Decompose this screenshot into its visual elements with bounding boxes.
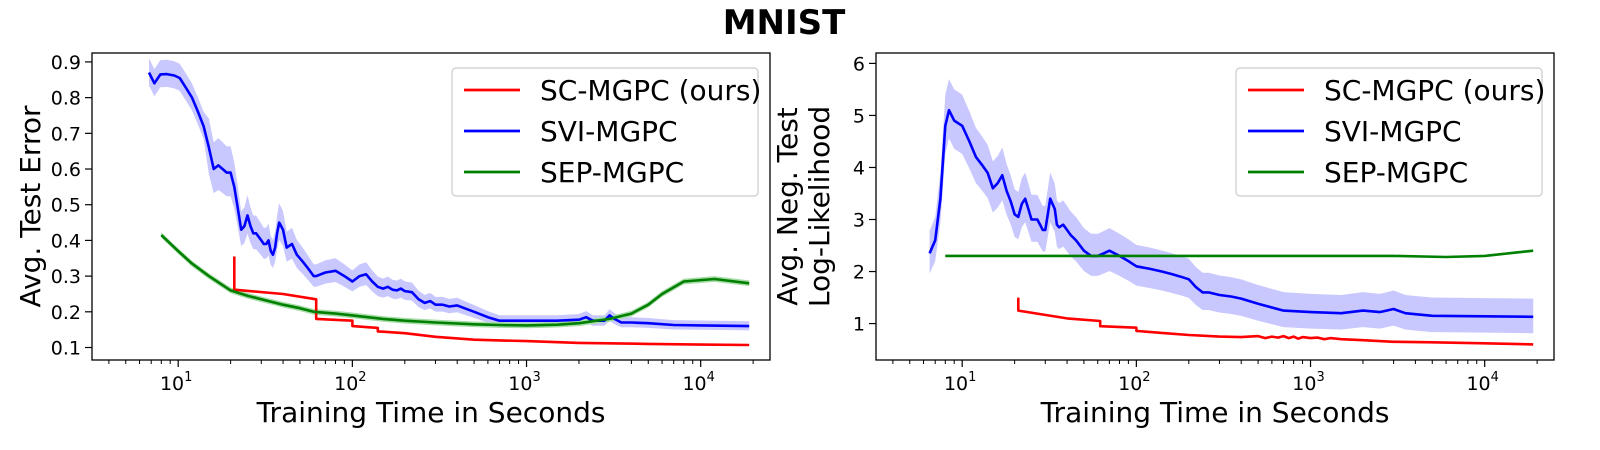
x-tick-exponent: 3 [532, 370, 540, 385]
figure-title: MNIST [723, 3, 846, 43]
y-tick-label: 0.8 [51, 88, 81, 110]
x-tick-label: 102 [334, 370, 366, 395]
y-tick-label: 0.7 [51, 123, 81, 145]
y-tick-label: 6 [853, 53, 865, 75]
svi-mgpc-line [928, 108, 1534, 319]
y-axis-label: Avg. Test Error [14, 105, 47, 307]
legend-label: SVI-MGPC [1324, 115, 1462, 148]
x-tick-label: 102 [1118, 370, 1150, 395]
x-tick-base: 10 [944, 373, 968, 395]
y-tick-label: 0.5 [51, 195, 81, 217]
x-axis-label: Training Time in Seconds [256, 396, 606, 429]
x-tick-label: 103 [1292, 370, 1324, 395]
x-tick-base: 10 [508, 373, 532, 395]
legend-label: SC-MGPC (ours) [1324, 74, 1545, 107]
x-tick-base: 10 [160, 373, 184, 395]
legend-box [451, 67, 759, 197]
legend-label: SC-MGPC (ours) [540, 74, 761, 107]
y-tick-label: 1 [853, 314, 865, 336]
y-axis-label-line: Log-Likelihood [803, 106, 836, 307]
sep-mgpc-line [160, 234, 750, 327]
y-tick-label: 4 [853, 157, 865, 179]
x-tick-label: 104 [682, 370, 714, 395]
y-tick-label: 0.1 [51, 338, 81, 360]
x-tick-exponent: 1 [968, 370, 976, 385]
x-tick-base: 10 [1292, 373, 1316, 395]
panel-test-error: 101 102 103 1040.10.20.30.40.50.60.70.80.9S… [14, 52, 771, 429]
sc-mgpc-ours-line [233, 256, 750, 347]
plot-area [928, 79, 1534, 346]
x-axis-label: Training Time in Seconds [1040, 396, 1390, 429]
x-tick-base: 10 [1118, 373, 1142, 395]
legend-label: SVI-MGPC [540, 115, 678, 148]
x-tick-exponent: 4 [1491, 370, 1499, 385]
y-axis-label-line: Avg. Neg. Test [771, 107, 804, 306]
legend-label: SEP-MGPC [540, 156, 684, 189]
legend-label: SEP-MGPC [1324, 156, 1468, 189]
axes-frame [91, 52, 771, 361]
x-tick-base: 10 [682, 373, 706, 395]
svi-mgpc-band [149, 58, 750, 331]
x-tick-label: 101 [944, 370, 976, 395]
y-tick-label: 0.9 [51, 52, 81, 74]
axes-frame [875, 52, 1555, 361]
sep-mgpc-band [161, 232, 750, 329]
svi-mgpc-line [147, 72, 750, 328]
y-axis-label-line: Avg. Test Error [14, 105, 47, 307]
x-tick-label: 101 [160, 370, 192, 395]
x-tick-label: 103 [508, 370, 540, 395]
x-tick-label: 104 [1466, 370, 1498, 395]
y-tick-label: 2 [853, 262, 865, 284]
x-tick-exponent: 2 [1142, 370, 1150, 385]
x-tick-exponent: 4 [707, 370, 715, 385]
y-axis-label: Avg. Neg. TestLog-Likelihood [771, 106, 836, 307]
x-tick-exponent: 3 [1316, 370, 1324, 385]
x-tick-base: 10 [1466, 373, 1490, 395]
sep-mgpc-line [945, 249, 1534, 259]
sc-mgpc-ours-line [1016, 297, 1534, 346]
y-tick-label: 0.4 [51, 230, 81, 252]
x-tick-exponent: 2 [358, 370, 366, 385]
y-tick-label: 0.3 [51, 266, 81, 288]
y-tick-label: 3 [853, 210, 865, 232]
y-tick-label: 5 [853, 105, 865, 127]
y-tick-label: 0.2 [51, 302, 81, 324]
x-tick-base: 10 [334, 373, 358, 395]
legend-box [1235, 67, 1543, 197]
y-tick-label: 0.6 [51, 159, 81, 181]
plot-area [147, 58, 750, 347]
x-tick-exponent: 1 [184, 370, 192, 385]
